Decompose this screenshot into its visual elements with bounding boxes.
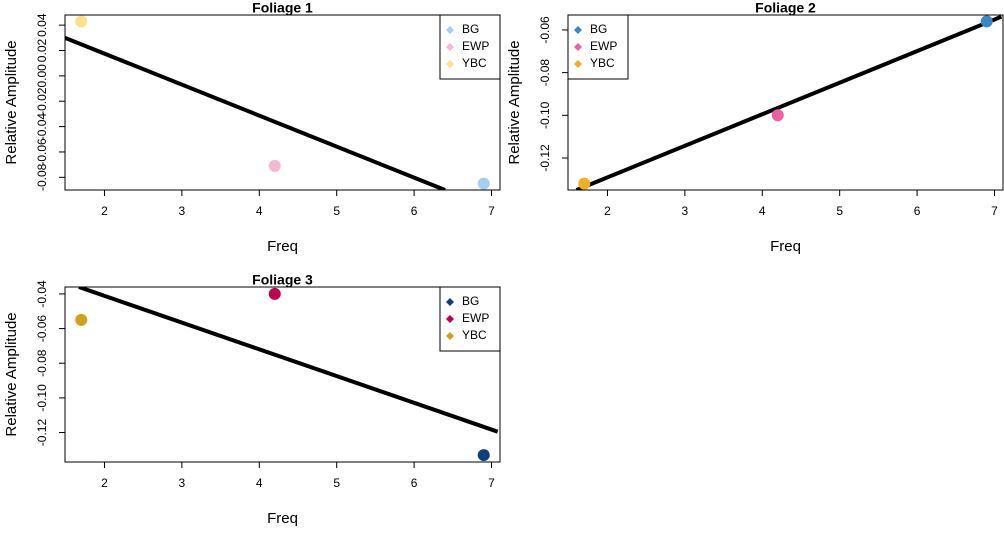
legend-label: BG	[462, 294, 479, 308]
x-tick-label: 4	[256, 476, 263, 490]
legend-marker	[446, 43, 454, 51]
plot-frame	[567, 14, 1004, 191]
x-tick-label: 6	[411, 476, 418, 490]
legend-marker	[446, 315, 454, 323]
y-tick-label: -0.06	[35, 315, 49, 343]
point	[477, 177, 490, 190]
x-tick-label: 5	[333, 476, 340, 490]
x-axis-title: Freq	[770, 238, 801, 255]
y-axis-title: Relative Amplitude	[506, 40, 523, 164]
x-axis-title: Freq	[267, 238, 298, 255]
point	[75, 15, 88, 28]
legend-marker	[446, 332, 454, 340]
x-tick-label: 7	[488, 476, 495, 490]
legend-marker	[446, 60, 454, 68]
x-tick-label: 2	[101, 204, 108, 218]
y-tick-label: -0.02	[35, 87, 49, 115]
panel: Foliage 3 Freq Relative Amplitude 2 3 4 5 6 7 -0.…	[3, 272, 501, 527]
x-tick-label: 2	[101, 476, 108, 490]
y-tick-label: -0.08	[35, 163, 49, 191]
fit-line	[78, 287, 499, 434]
point	[268, 159, 281, 172]
panel: Foliage 1 Freq Relative Amplitude 2 3 4 5 6 7 0.0…	[3, 0, 501, 255]
point	[578, 177, 591, 190]
legend-label: EWP	[590, 39, 617, 53]
y-tick-label: -0.12	[35, 419, 49, 447]
y-tick-label: 0.02	[35, 39, 49, 63]
x-tick-label: 5	[836, 204, 843, 218]
y-tick-label: -0.04	[35, 280, 49, 308]
legend-label: BG	[462, 22, 479, 36]
y-tick-label: -0.04	[35, 113, 49, 141]
chart-title: Foliage 1	[252, 0, 313, 16]
y-tick-label: -0.12	[538, 144, 552, 172]
legend-label: EWP	[462, 311, 489, 325]
point	[477, 449, 490, 462]
y-tick-label: -0.10	[35, 384, 49, 412]
legend: BG EWP YBC	[439, 14, 501, 80]
fit-line	[575, 15, 1003, 190]
legend-marker	[574, 26, 582, 34]
point	[268, 287, 281, 300]
x-tick-label: 6	[411, 204, 418, 218]
point	[75, 313, 88, 326]
x-tick-label: 5	[333, 204, 340, 218]
plot-frame	[64, 14, 501, 191]
y-tick-label: 0.04	[35, 13, 49, 37]
y-tick-label: -0.08	[35, 349, 49, 377]
x-tick-label: 4	[759, 204, 766, 218]
x-tick-label: 3	[682, 204, 689, 218]
y-axis-title: Relative Amplitude	[3, 40, 20, 164]
point	[980, 15, 993, 28]
legend-label: BG	[590, 22, 607, 36]
y-tick-label: 0.00	[35, 64, 49, 88]
y-tick-label: -0.06	[35, 138, 49, 166]
x-tick-label: 7	[991, 204, 998, 218]
chart-title: Foliage 3	[252, 272, 313, 288]
legend-label: YBC	[462, 328, 487, 342]
legend: BG EWP YBC	[567, 14, 629, 80]
x-axis-title: Freq	[267, 510, 298, 527]
legend-label: EWP	[462, 39, 489, 53]
x-tick-label: 4	[256, 204, 263, 218]
panel: Foliage 2 Freq Relative Amplitude 2 3 4 5 6 7 -0.…	[506, 0, 1004, 255]
legend-label: YBC	[590, 56, 615, 70]
x-tick-label: 6	[914, 204, 921, 218]
legend-label: YBC	[462, 56, 487, 70]
legend-marker	[446, 298, 454, 306]
x-tick-label: 3	[179, 204, 186, 218]
point	[771, 109, 784, 122]
legend-marker	[574, 60, 582, 68]
legend-marker	[446, 26, 454, 34]
y-axis-title: Relative Amplitude	[3, 312, 20, 436]
y-tick-label: -0.10	[538, 101, 552, 129]
legend-box	[567, 14, 629, 80]
plot-frame	[64, 286, 501, 463]
fit-line	[65, 35, 446, 190]
x-tick-label: 7	[488, 204, 495, 218]
y-tick-label: -0.08	[538, 59, 552, 87]
x-tick-label: 3	[179, 476, 186, 490]
legend: BG EWP YBC	[439, 286, 501, 352]
x-tick-label: 2	[604, 204, 611, 218]
chart-title: Foliage 2	[755, 0, 816, 16]
y-tick-label: -0.06	[538, 16, 552, 44]
legend-marker	[574, 43, 582, 51]
